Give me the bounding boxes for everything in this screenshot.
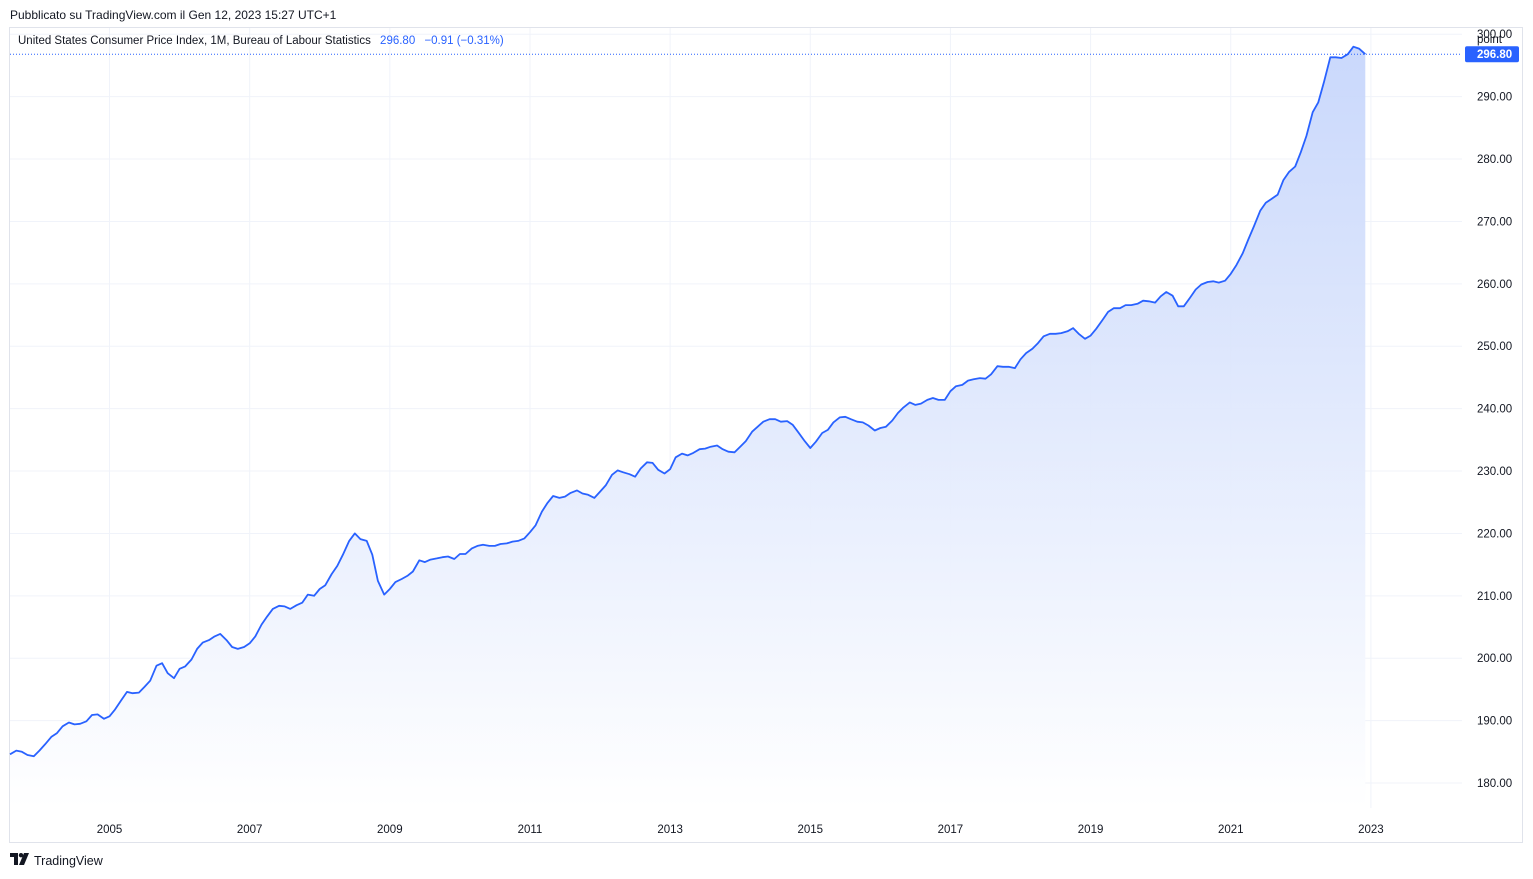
x-tick-label: 2019 <box>1078 824 1104 836</box>
series-value: 296.80 <box>380 35 416 47</box>
y-tick-label: 220.00 <box>1477 528 1512 540</box>
x-tick-label: 2011 <box>518 824 543 836</box>
x-tick-label: 2013 <box>657 824 683 836</box>
x-axis[interactable]: 2005 2007 2009 2011 2013 2015 2017 2019 2021 2023 <box>97 824 1384 836</box>
x-tick-label: 2015 <box>797 824 823 836</box>
y-tick-label: 190.00 <box>1477 716 1512 728</box>
x-tick-label: 2005 <box>97 824 123 836</box>
x-tick-label: 2017 <box>938 824 964 836</box>
y-axis[interactable]: 180.00 190.00 200.00 210.00 220.00 230.00 240.… <box>1477 29 1512 790</box>
brand-name: TradingView <box>34 853 103 868</box>
series-change: −0.91 (−0.31%) <box>424 35 504 47</box>
y-tick-label: 180.00 <box>1477 778 1512 790</box>
last-price-tag: 296.80 <box>1465 46 1519 63</box>
x-tick-label: 2007 <box>237 824 263 836</box>
cpi-area-fill <box>10 46 1366 808</box>
chart-frame <box>9 27 1523 843</box>
y-tick-label: 300.00 <box>1477 29 1512 41</box>
footer-brand[interactable]: TradingView <box>10 853 103 868</box>
published-note: Pubblicato su TradingView.com il Gen 12,… <box>10 8 337 22</box>
last-price-label: 296.80 <box>1477 49 1512 61</box>
y-tick-label: 230.00 <box>1477 466 1512 478</box>
y-tick-label: 250.00 <box>1477 341 1512 353</box>
unit-label: point <box>1477 34 1502 46</box>
y-tick-label: 200.00 <box>1477 653 1512 665</box>
y-tick-label: 240.00 <box>1477 404 1512 416</box>
x-tick-label: 2023 <box>1358 824 1384 836</box>
tradingview-logo-icon <box>10 853 30 868</box>
y-tick-label: 270.00 <box>1477 216 1512 228</box>
x-tick-label: 2021 <box>1218 824 1244 836</box>
x-tick-label: 2009 <box>377 824 403 836</box>
cpi-series-line[interactable] <box>9 45 1366 758</box>
y-tick-label: 210.00 <box>1477 591 1512 603</box>
y-tick-label: 280.00 <box>1477 154 1512 166</box>
series-name: United States Consumer Price Index, 1M, … <box>18 35 371 47</box>
series-legend[interactable]: United States Consumer Price Index, 1M, … <box>18 35 504 47</box>
y-tick-label: 290.00 <box>1477 92 1512 104</box>
y-tick-label: 260.00 <box>1477 279 1512 291</box>
